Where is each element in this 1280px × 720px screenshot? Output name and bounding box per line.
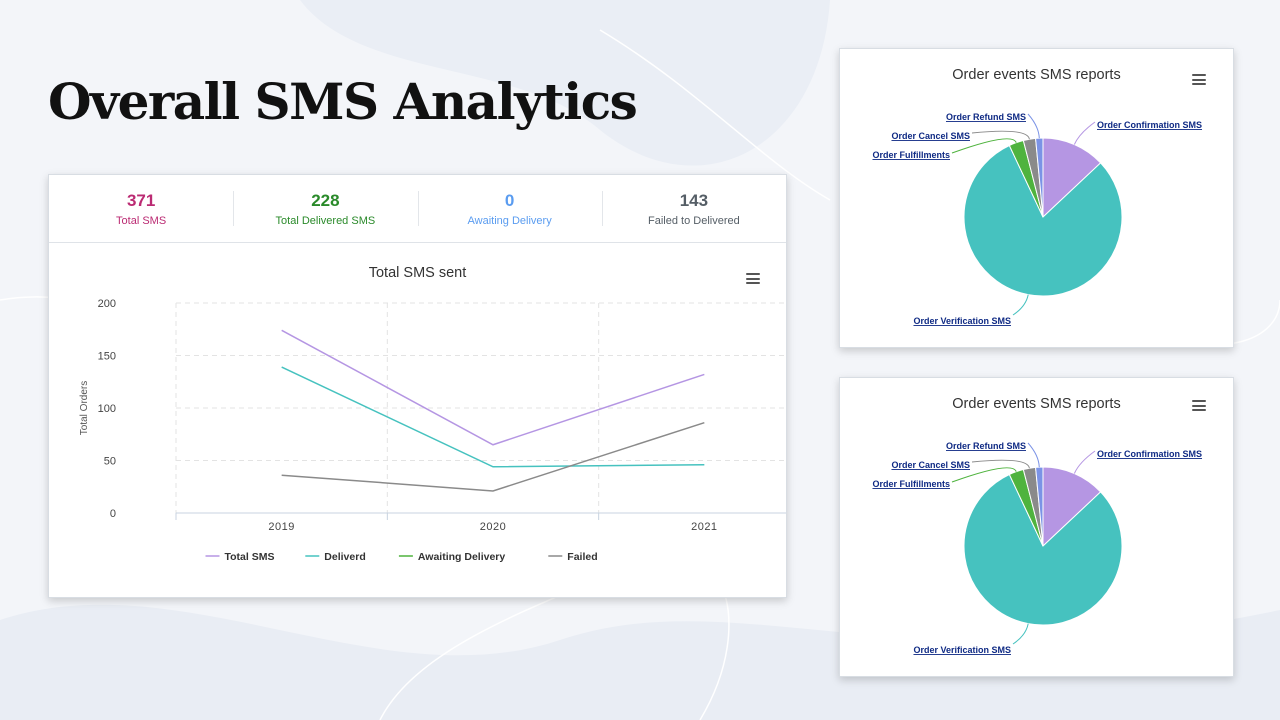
legend-label: Deliverd bbox=[324, 551, 365, 563]
pie-card-1: Order events SMS reports Order Confirmat… bbox=[839, 48, 1234, 348]
y-tick-label: 200 bbox=[98, 298, 116, 310]
pie-chart: Order Confirmation SMS Order Verification… bbox=[872, 112, 1202, 326]
series-line bbox=[281, 366, 705, 468]
connector-line bbox=[1073, 450, 1096, 474]
series-line bbox=[281, 421, 705, 492]
hamburger-menu-icon[interactable] bbox=[1192, 400, 1206, 411]
slice-label: Order Fulfillments bbox=[872, 150, 950, 160]
connector-line bbox=[971, 459, 1030, 469]
connector-line bbox=[1012, 623, 1029, 645]
pie-chart-title: Order events SMS reports bbox=[952, 67, 1121, 83]
stat-value: 143 bbox=[679, 190, 709, 210]
connector-line bbox=[1027, 113, 1040, 139]
pie-slice bbox=[963, 144, 1123, 297]
stat-value: 0 bbox=[504, 190, 515, 210]
y-tick-label: 50 bbox=[104, 456, 116, 468]
slice-label: Order Confirmation SMS bbox=[1097, 120, 1202, 130]
slice-label: Order Confirmation SMS bbox=[1097, 449, 1202, 459]
stat-failed: 143 Failed to Delivered bbox=[601, 175, 786, 242]
page-title: Overall SMS Analytics bbox=[48, 72, 638, 131]
pie-slice bbox=[963, 473, 1123, 626]
y-tick-label: 100 bbox=[98, 403, 116, 415]
slice-label: Order Refund SMS bbox=[946, 112, 1026, 122]
y-tick-label: 150 bbox=[98, 351, 116, 363]
hamburger-menu-icon[interactable] bbox=[746, 273, 760, 284]
stat-label: Total SMS bbox=[116, 214, 167, 227]
stat-label: Failed to Delivered bbox=[648, 214, 740, 227]
connector-line bbox=[951, 467, 1017, 483]
stat-total-delivered: 228 Total Delivered SMS bbox=[233, 175, 417, 242]
pie-chart: Order Confirmation SMS Order Verification… bbox=[872, 441, 1202, 655]
pie-chart-title: Order events SMS reports bbox=[952, 396, 1121, 412]
line-chart: 0 50 100 150 200 2019 2020 2021 Total Orders Tota… bbox=[79, 298, 786, 563]
sms-summary-card: 371 Total SMS 228 Total Delivered SMS 0 … bbox=[48, 174, 787, 598]
slice-label: Order Cancel SMS bbox=[891, 131, 970, 141]
x-tick-label: 2021 bbox=[691, 521, 717, 533]
stat-label: Awaiting Delivery bbox=[467, 214, 552, 227]
stat-value: 371 bbox=[126, 190, 156, 210]
connector-line bbox=[1027, 442, 1040, 468]
slice-label: Order Refund SMS bbox=[946, 441, 1026, 451]
x-tick-label: 2019 bbox=[268, 521, 294, 533]
stat-awaiting-delivery: 0 Awaiting Delivery bbox=[417, 175, 602, 242]
legend-label: Total SMS bbox=[225, 551, 275, 563]
x-tick-label: 2020 bbox=[480, 521, 506, 533]
stat-total-sms: 371 Total SMS bbox=[49, 175, 233, 242]
hamburger-menu-icon[interactable] bbox=[1192, 74, 1206, 85]
connector-line bbox=[1012, 294, 1029, 316]
connector-line bbox=[951, 138, 1017, 154]
stats-row: 371 Total SMS 228 Total Delivered SMS 0 … bbox=[49, 175, 786, 243]
slice-label: Order Fulfillments bbox=[872, 479, 950, 489]
connector-line bbox=[971, 130, 1030, 140]
series-line bbox=[281, 329, 705, 446]
pie-slice bbox=[1042, 137, 1102, 219]
connector-line bbox=[1073, 121, 1096, 145]
line-chart-title: Total SMS sent bbox=[368, 265, 467, 281]
slice-label: Order Verification SMS bbox=[913, 645, 1011, 655]
slice-label: Order Verification SMS bbox=[913, 316, 1011, 326]
y-axis-label: Total Orders bbox=[79, 381, 90, 435]
stat-value: 228 bbox=[311, 190, 340, 210]
legend-label: Awaiting Delivery bbox=[418, 551, 505, 563]
legend-label: Failed bbox=[567, 551, 597, 563]
stat-label: Total Delivered SMS bbox=[275, 214, 376, 227]
pie-slice bbox=[1042, 466, 1102, 548]
slice-label: Order Cancel SMS bbox=[891, 460, 970, 470]
pie-card-2: Order events SMS reports Order Confirmat… bbox=[839, 377, 1234, 677]
y-tick-label: 0 bbox=[110, 508, 116, 520]
